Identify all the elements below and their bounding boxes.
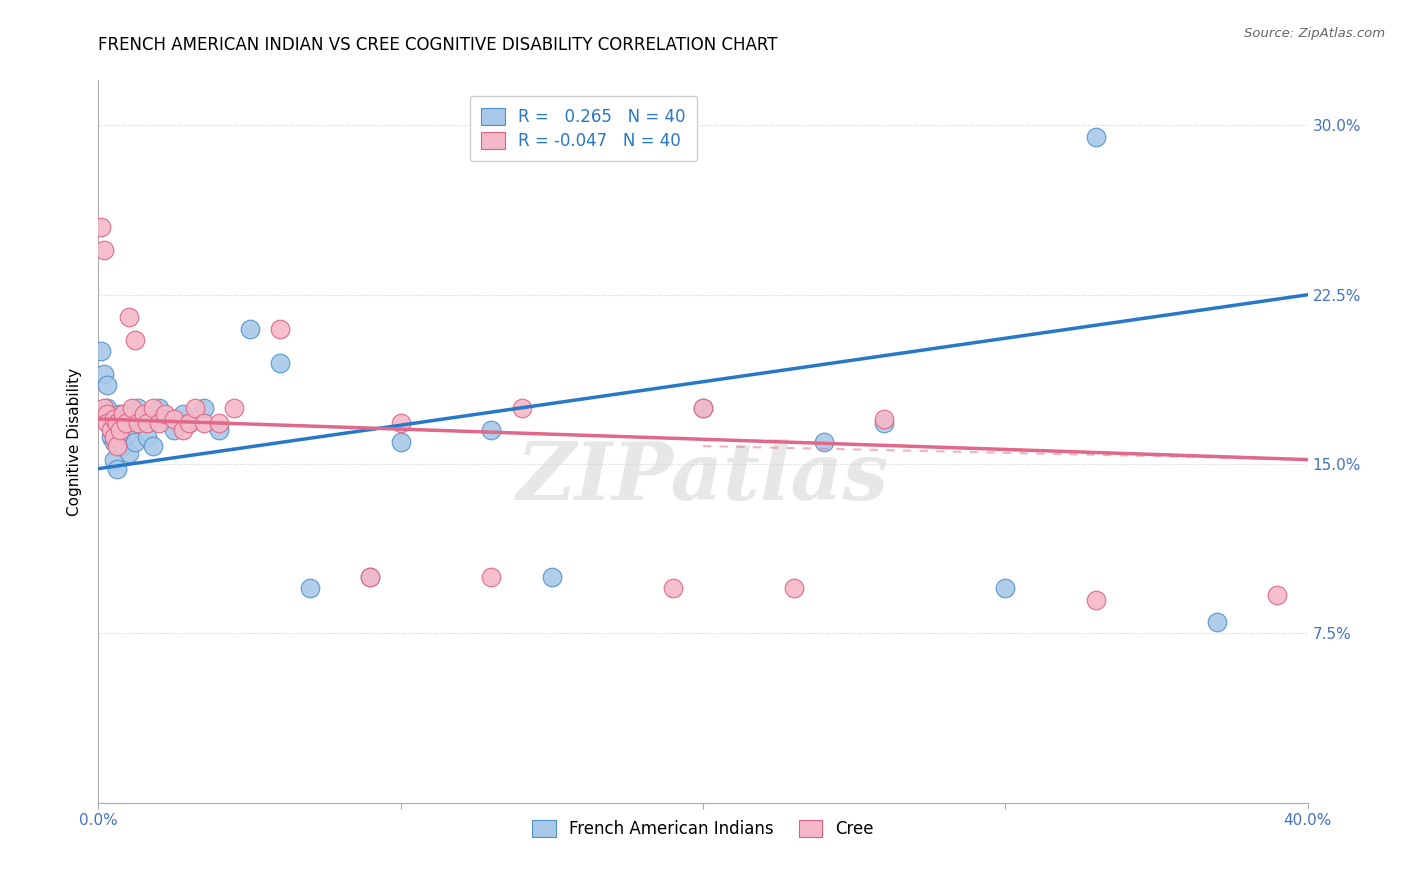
Point	[96, 378, 118, 392]
Point	[118, 446, 141, 460]
Point	[179, 417, 201, 431]
Point	[873, 417, 896, 431]
Point	[96, 401, 118, 415]
Point	[124, 434, 146, 449]
Point	[481, 570, 503, 584]
Point	[1267, 588, 1289, 602]
Point	[127, 401, 149, 415]
Point	[103, 430, 125, 444]
Point	[100, 423, 122, 437]
Point	[108, 423, 131, 437]
Point	[96, 408, 118, 422]
Point	[172, 423, 194, 437]
Point	[142, 401, 165, 415]
Point	[105, 423, 128, 437]
Point	[103, 434, 125, 449]
Point	[148, 417, 170, 431]
Point	[103, 452, 125, 467]
Point	[105, 417, 128, 431]
Text: FRENCH AMERICAN INDIAN VS CREE COGNITIVE DISABILITY CORRELATION CHART: FRENCH AMERICAN INDIAN VS CREE COGNITIVE…	[98, 36, 778, 54]
Point	[111, 408, 134, 422]
Point	[269, 321, 291, 335]
Point	[121, 401, 143, 415]
Point	[100, 417, 122, 431]
Point	[114, 417, 136, 431]
Point	[481, 423, 503, 437]
Point	[100, 430, 122, 444]
Point	[269, 355, 291, 369]
Point	[692, 401, 714, 415]
Point	[873, 412, 896, 426]
Legend: French American Indians, Cree: French American Indians, Cree	[526, 814, 880, 845]
Point	[90, 344, 112, 359]
Point	[105, 461, 128, 475]
Point	[93, 367, 115, 381]
Point	[163, 423, 186, 437]
Point	[783, 582, 806, 596]
Point	[208, 417, 231, 431]
Point	[105, 439, 128, 453]
Point	[1085, 592, 1108, 607]
Point	[172, 408, 194, 422]
Point	[389, 417, 412, 431]
Point	[153, 408, 176, 422]
Point	[108, 408, 131, 422]
Point	[1206, 615, 1229, 630]
Point	[153, 412, 176, 426]
Point	[208, 423, 231, 437]
Point	[692, 401, 714, 415]
Point	[103, 412, 125, 426]
Point	[193, 417, 215, 431]
Text: Source: ZipAtlas.com: Source: ZipAtlas.com	[1244, 27, 1385, 40]
Point	[389, 434, 412, 449]
Y-axis label: Cognitive Disability: Cognitive Disability	[67, 368, 83, 516]
Point	[118, 310, 141, 325]
Point	[193, 401, 215, 415]
Point	[127, 417, 149, 431]
Point	[540, 570, 562, 584]
Point	[135, 417, 157, 431]
Point	[132, 417, 155, 431]
Point	[132, 408, 155, 422]
Point	[111, 439, 134, 453]
Point	[142, 439, 165, 453]
Point	[93, 401, 115, 415]
Point	[510, 401, 533, 415]
Point	[360, 570, 382, 584]
Text: ZIPatlas: ZIPatlas	[517, 439, 889, 516]
Point	[96, 417, 118, 431]
Point	[179, 417, 201, 431]
Point	[114, 427, 136, 442]
Point	[121, 412, 143, 426]
Point	[124, 333, 146, 347]
Point	[239, 321, 262, 335]
Point	[148, 401, 170, 415]
Point	[813, 434, 835, 449]
Point	[360, 570, 382, 584]
Point	[994, 582, 1017, 596]
Point	[299, 582, 322, 596]
Point	[93, 243, 115, 257]
Point	[184, 401, 207, 415]
Point	[1085, 129, 1108, 144]
Point	[90, 220, 112, 235]
Point	[163, 412, 186, 426]
Point	[135, 430, 157, 444]
Point	[224, 401, 246, 415]
Point	[661, 582, 683, 596]
